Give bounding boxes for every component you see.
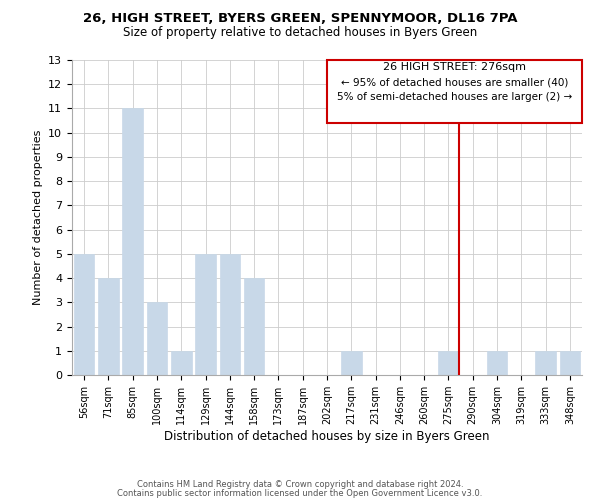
Text: 5% of semi-detached houses are larger (2) →: 5% of semi-detached houses are larger (2…	[337, 92, 572, 102]
Y-axis label: Number of detached properties: Number of detached properties	[32, 130, 43, 305]
Bar	[171, 351, 191, 375]
Bar	[195, 254, 216, 375]
Text: ← 95% of detached houses are smaller (40): ← 95% of detached houses are smaller (40…	[341, 78, 568, 88]
Bar	[438, 351, 459, 375]
Text: 26, HIGH STREET, BYERS GREEN, SPENNYMOOR, DL16 7PA: 26, HIGH STREET, BYERS GREEN, SPENNYMOOR…	[83, 12, 517, 26]
X-axis label: Distribution of detached houses by size in Byers Green: Distribution of detached houses by size …	[164, 430, 490, 443]
Text: Contains HM Land Registry data © Crown copyright and database right 2024.: Contains HM Land Registry data © Crown c…	[137, 480, 463, 489]
Bar	[122, 108, 143, 375]
Bar	[535, 351, 556, 375]
Bar	[220, 254, 240, 375]
Bar	[341, 351, 362, 375]
Text: 26 HIGH STREET: 276sqm: 26 HIGH STREET: 276sqm	[383, 62, 526, 72]
Bar	[98, 278, 119, 375]
Bar	[560, 351, 580, 375]
Text: Contains public sector information licensed under the Open Government Licence v3: Contains public sector information licen…	[118, 488, 482, 498]
Text: Size of property relative to detached houses in Byers Green: Size of property relative to detached ho…	[123, 26, 477, 39]
Bar	[244, 278, 265, 375]
Bar	[146, 302, 167, 375]
Bar	[487, 351, 508, 375]
Bar	[74, 254, 94, 375]
